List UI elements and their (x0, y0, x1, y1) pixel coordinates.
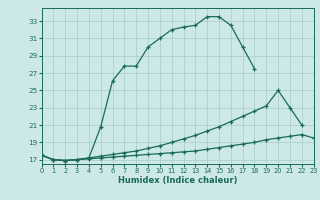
X-axis label: Humidex (Indice chaleur): Humidex (Indice chaleur) (118, 176, 237, 185)
